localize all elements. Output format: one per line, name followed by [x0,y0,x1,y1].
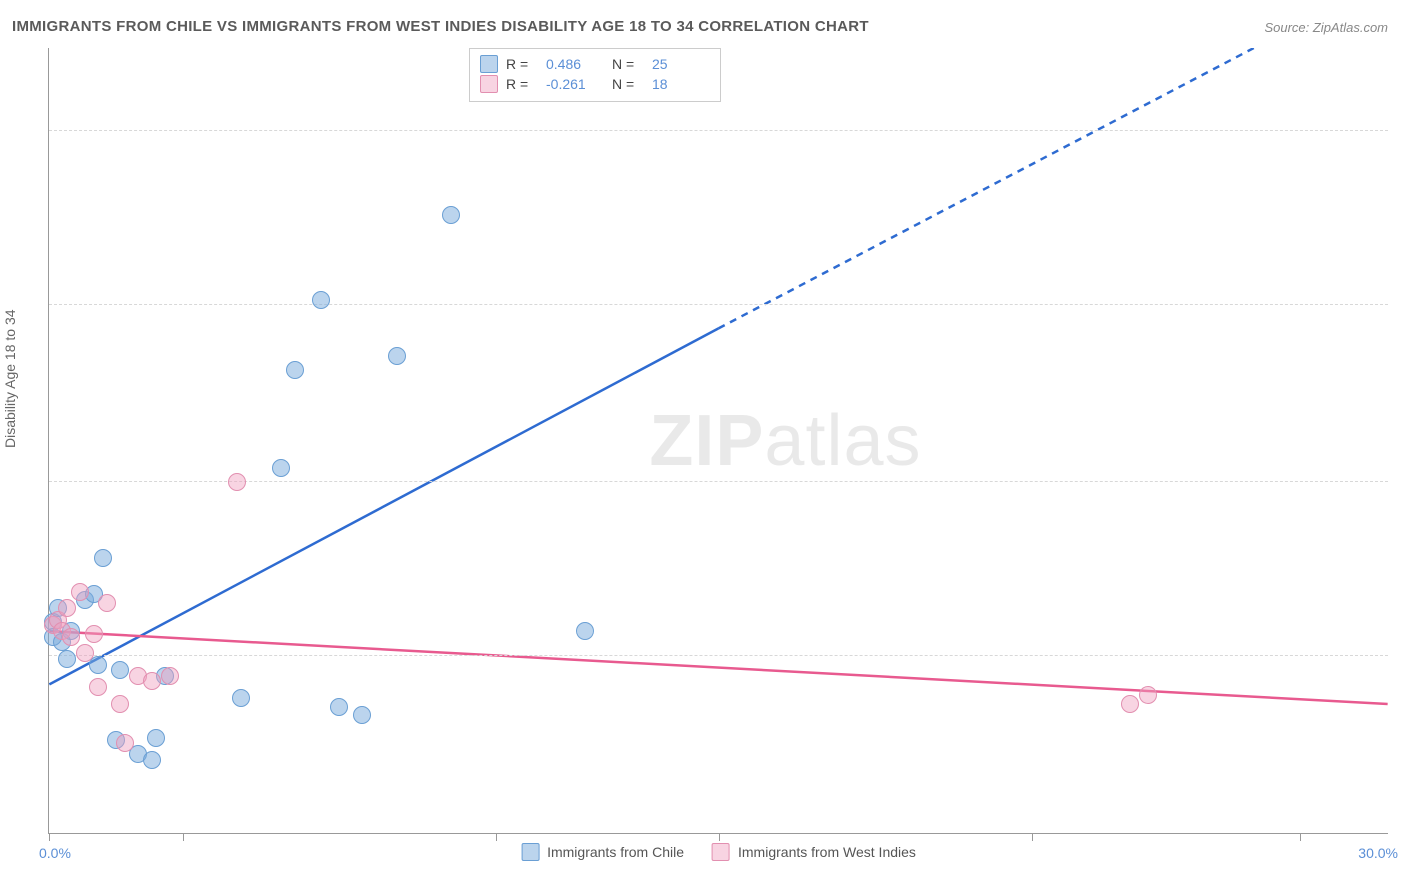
legend-r-value: -0.261 [546,76,604,92]
scatter-point [94,549,112,567]
scatter-point [161,667,179,685]
gridline-h [49,655,1388,656]
legend-n-value: 18 [652,76,710,92]
y-axis-label: Disability Age 18 to 34 [2,309,18,448]
legend-swatch-icon [712,843,730,861]
legend-row: R = -0.261 N = 18 [480,75,710,93]
legend-r-value: 0.486 [546,56,604,72]
x-tick [49,833,50,841]
gridline-h [49,481,1388,482]
x-tick [496,833,497,841]
source-attribution: Source: ZipAtlas.com [1264,20,1388,35]
trend-lines-svg [49,48,1388,833]
x-tick [1300,833,1301,841]
scatter-point [62,628,80,646]
scatter-point [353,706,371,724]
scatter-point [111,661,129,679]
watermark-light: atlas [764,401,921,481]
scatter-point [442,206,460,224]
legend-r-label: R = [506,56,538,72]
scatter-point [143,672,161,690]
x-max-label: 30.0% [1358,845,1398,861]
scatter-point [98,594,116,612]
series-legend-label: Immigrants from West Indies [738,844,916,860]
legend-n-label: N = [612,76,644,92]
scatter-point [312,291,330,309]
legend-swatch-icon [480,55,498,73]
x-tick [183,833,184,841]
scatter-point [143,751,161,769]
plot-area: ZIPatlas R = 0.486 N = 25 R = -0.261 N =… [48,48,1388,834]
legend-n-label: N = [612,56,644,72]
scatter-point [228,473,246,491]
scatter-point [1121,695,1139,713]
series-legend-item: Immigrants from West Indies [712,843,916,861]
series-legend-item: Immigrants from Chile [521,843,684,861]
scatter-point [576,622,594,640]
scatter-point [232,689,250,707]
x-tick [719,833,720,841]
scatter-point [286,361,304,379]
scatter-point [58,599,76,617]
scatter-point [330,698,348,716]
series-legend-label: Immigrants from Chile [547,844,684,860]
scatter-point [147,729,165,747]
x-origin-label: 0.0% [39,845,71,861]
chart-title: IMMIGRANTS FROM CHILE VS IMMIGRANTS FROM… [12,18,869,35]
scatter-point [85,625,103,643]
gridline-h [49,130,1388,131]
scatter-point [71,583,89,601]
correlation-legend: R = 0.486 N = 25 R = -0.261 N = 18 [469,48,721,102]
trend-line [719,48,1388,328]
scatter-point [76,644,94,662]
series-legend: Immigrants from Chile Immigrants from We… [521,843,916,861]
legend-row: R = 0.486 N = 25 [480,55,710,73]
legend-r-label: R = [506,76,538,92]
scatter-point [116,734,134,752]
watermark: ZIPatlas [649,400,921,482]
scatter-point [58,650,76,668]
legend-swatch-icon [521,843,539,861]
x-tick [1032,833,1033,841]
legend-n-value: 25 [652,56,710,72]
scatter-point [272,459,290,477]
scatter-point [1139,686,1157,704]
watermark-bold: ZIP [649,401,764,481]
legend-swatch-icon [480,75,498,93]
gridline-h [49,304,1388,305]
trend-line [49,631,1387,704]
scatter-point [111,695,129,713]
scatter-point [388,347,406,365]
chart-container: IMMIGRANTS FROM CHILE VS IMMIGRANTS FROM… [0,0,1406,892]
scatter-point [89,678,107,696]
trend-line [49,328,718,684]
